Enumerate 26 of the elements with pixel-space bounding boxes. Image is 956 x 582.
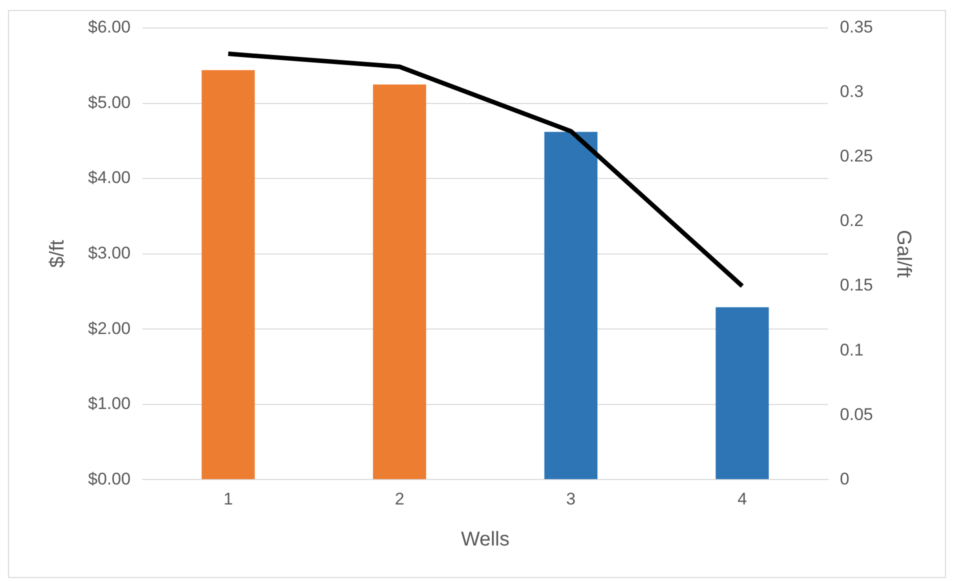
x-tick-label: 1 [223,489,233,508]
y2-axis-title: Gal/ft [892,230,914,278]
y-tick-label: $0.00 [88,469,131,488]
y-tick-label: $3.00 [88,243,131,262]
y-tick-label: $2.00 [88,318,131,338]
bar [202,70,255,480]
y2-tick-label: 0.15 [840,276,874,295]
y2-tick-label: 0.05 [840,404,874,424]
bar [373,84,426,480]
y-tick-label: $1.00 [88,394,131,414]
y2-tick-label: 0.2 [840,211,864,230]
bar [544,132,598,480]
y2-tick-label: 0.3 [840,82,864,102]
y-tick-label: $4.00 [88,168,131,188]
y-axis-title: $/ft [46,239,69,268]
bar [716,307,769,480]
y2-tick-label: 0.35 [840,18,874,37]
y-tick-label: $5.00 [88,92,131,112]
y2-tick-label: 0 [840,469,850,488]
y2-tick-label: 0.25 [840,146,874,166]
x-axis-title: Wells [460,528,510,551]
y2-tick-label: 0.1 [840,340,864,360]
x-tick-label: 2 [394,489,404,508]
y-tick-label: $6.00 [88,18,131,37]
x-tick-label: 3 [566,489,576,508]
x-tick-label: 4 [738,489,747,508]
